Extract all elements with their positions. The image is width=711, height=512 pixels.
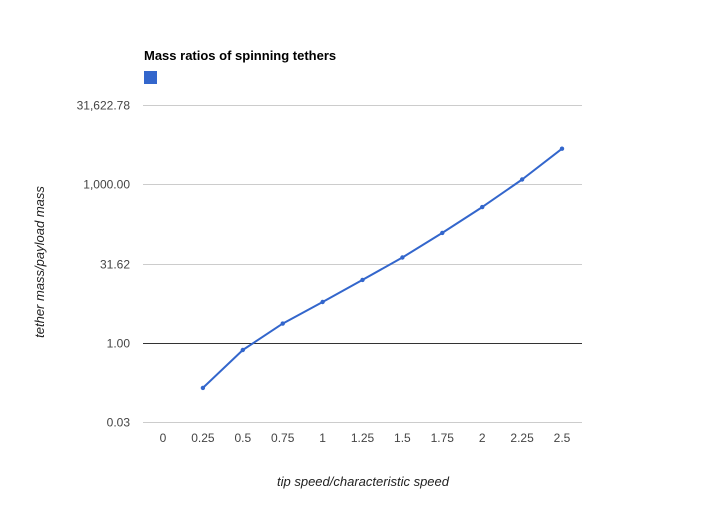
data-point (360, 277, 365, 283)
data-point (240, 347, 245, 353)
legend-swatch (144, 71, 157, 84)
x-tick-label: 2.5 (554, 431, 571, 445)
x-axis-ticks: 0 0.25 0.5 0.75 1 1.25 1.5 1.75 2 2.25 2.5 (160, 431, 571, 445)
chart-title: Mass ratios of spinning tethers (144, 48, 336, 63)
data-point (519, 177, 525, 182)
series (200, 146, 565, 391)
x-tick-label: 0.75 (271, 431, 295, 445)
data-point (200, 385, 206, 391)
x-tick-label: 2 (479, 431, 486, 445)
x-tick-label: 2.25 (510, 431, 534, 445)
x-tick-label: 1.75 (431, 431, 455, 445)
y-axis-ticks: 0.03 1.00 31.62 1,000.00 31,622.78 (77, 99, 131, 430)
series-line (201, 147, 563, 389)
x-axis-label: tip speed/characteristic speed (277, 474, 450, 489)
y-tick-label: 1,000.00 (83, 178, 130, 192)
grid (143, 105, 582, 423)
x-tick-label: 0 (160, 431, 167, 445)
y-tick-label: 31.62 (100, 258, 130, 272)
data-point (480, 204, 485, 210)
data-point (400, 255, 405, 260)
y-tick-label: 0.03 (107, 416, 131, 430)
data-point (440, 230, 445, 236)
data-point (559, 146, 565, 151)
y-axis-label: tether mass/payload mass (32, 186, 47, 338)
x-tick-label: 1.25 (351, 431, 375, 445)
x-tick-label: 0.25 (191, 431, 215, 445)
x-tick-label: 1.5 (394, 431, 411, 445)
x-tick-label: 1 (319, 431, 326, 445)
x-tick-label: 0.5 (234, 431, 251, 445)
data-point (280, 321, 285, 326)
data-point (320, 299, 325, 305)
y-tick-label: 1.00 (107, 337, 131, 351)
y-tick-label: 31,622.78 (77, 99, 131, 113)
